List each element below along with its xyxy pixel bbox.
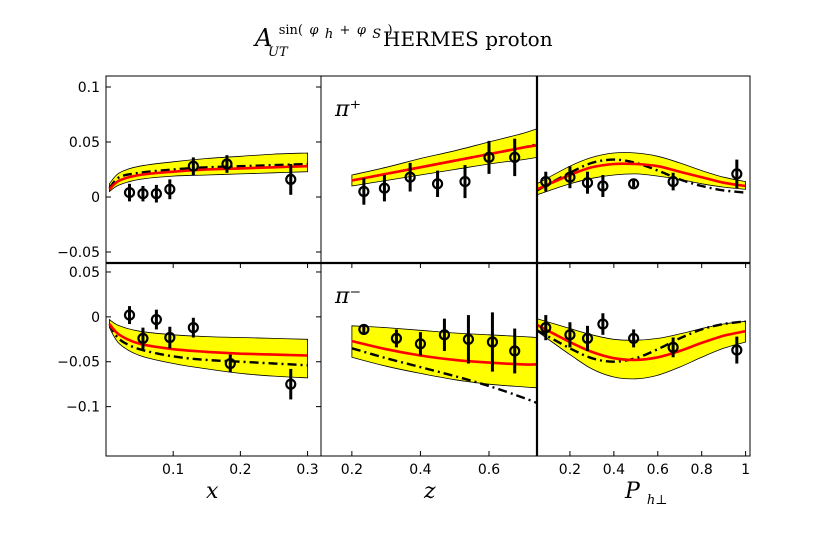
data-point-pi_plus-ph-1 bbox=[564, 171, 576, 183]
central-curve-pi_minus-x bbox=[108, 323, 308, 357]
central-curve-pi_minus-ph bbox=[537, 323, 746, 362]
x-axis-label-ph: P h⊥ bbox=[624, 479, 667, 508]
data-point-pi_plus-z-1 bbox=[378, 182, 391, 194]
x-tick-label-pi_minus-ph-1: 0.4 bbox=[603, 462, 625, 478]
x-axis-label-ph-main: P bbox=[624, 479, 641, 504]
x-tick-label-pi_minus-ph-3: 0.8 bbox=[691, 462, 713, 478]
data-point-pi_minus-x-6 bbox=[285, 378, 297, 390]
data-point-pi_plus-z-4 bbox=[459, 176, 471, 188]
x-tick-label-pi_minus-z-0: 0.2 bbox=[341, 462, 363, 478]
data-point-pi_plus-z-5 bbox=[483, 151, 495, 163]
chart-title: A sin( φ h + φ S ) UT HERMES proton bbox=[253, 15, 553, 61]
x-tick-label-pi_minus-x-0: 0.1 bbox=[162, 462, 184, 478]
title-rest: HERMES proton bbox=[383, 27, 553, 51]
data-point-pi_minus-z-6 bbox=[509, 345, 521, 357]
data-point-pi_plus-z-2 bbox=[404, 171, 416, 183]
y-tick-label-pi_minus-x-1: 0 bbox=[91, 310, 100, 326]
data-point-pi_minus-x-3 bbox=[164, 331, 176, 344]
data-point-pi_minus-ph-3 bbox=[597, 318, 609, 330]
x-tick-label-pi_minus-z-2: 0.6 bbox=[478, 462, 500, 478]
data-point-pi_minus-z-5 bbox=[486, 336, 499, 348]
data-point-pi_plus-ph-3 bbox=[597, 180, 609, 192]
data-point-pi_plus-x-0 bbox=[123, 187, 136, 199]
data-point-pi_plus-x-6 bbox=[285, 173, 297, 185]
data-point-pi_plus-ph-4 bbox=[628, 178, 640, 190]
data-point-pi_minus-x-5 bbox=[224, 357, 236, 370]
band-pi_plus-x bbox=[109, 152, 308, 193]
title-sup-plus: + bbox=[340, 23, 351, 38]
data-point-pi_minus-ph-2 bbox=[581, 332, 594, 345]
central-curve-pi_plus-ph bbox=[537, 162, 746, 191]
y-tick-label-pi_minus-x-3: −0.1 bbox=[66, 400, 100, 416]
dashdot-curve-pi_minus-z bbox=[351, 347, 537, 405]
x-tick-label-pi_minus-ph-4: 1 bbox=[741, 462, 750, 478]
data-point-pi_minus-x-2 bbox=[150, 313, 162, 326]
central-curve-pi_plus-z bbox=[351, 144, 537, 182]
title-sup-phi-s: φ bbox=[357, 23, 367, 38]
y-tick-label-pi_plus-x-1: 0.05 bbox=[69, 135, 100, 151]
data-point-pi_minus-z-0 bbox=[358, 323, 370, 336]
x-tick-label-pi_minus-z-1: 0.4 bbox=[409, 462, 431, 478]
central-curve-pi_minus-z bbox=[351, 339, 537, 366]
panels-group: 0.1 0.05 0 −0.05 π⁺ 0.05 0 −0.05 −0.1 0.1 0.2 0.3 0.… bbox=[57, 75, 751, 478]
data-point-pi_plus-x-4 bbox=[187, 160, 199, 172]
title-sup-phi-h: φ bbox=[309, 23, 319, 38]
data-point-pi_plus-z-0 bbox=[358, 185, 370, 198]
data-point-pi_plus-x-5 bbox=[221, 158, 233, 170]
y-tick-label-pi_plus-x-2: 0 bbox=[91, 190, 100, 206]
panel-label-pi_plus-z: π⁺ bbox=[334, 97, 361, 122]
title-sub: UT bbox=[268, 45, 289, 60]
data-point-pi_minus-z-3 bbox=[438, 329, 451, 341]
title-sup-h: h bbox=[325, 27, 333, 42]
x-tick-label-pi_minus-x-1: 0.2 bbox=[229, 462, 251, 478]
data-point-pi_minus-ph-5 bbox=[667, 341, 679, 353]
data-point-pi_minus-ph-4 bbox=[628, 332, 640, 345]
data-point-pi_minus-x-1 bbox=[137, 332, 149, 345]
data-point-pi_minus-x-0 bbox=[123, 309, 136, 321]
data-point-pi_plus-ph-0 bbox=[540, 176, 552, 188]
dashdot-curve-pi_minus-x bbox=[108, 323, 308, 367]
data-point-pi_plus-z-3 bbox=[431, 178, 444, 190]
data-point-pi_plus-ph-2 bbox=[581, 177, 594, 189]
data-point-pi_minus-z-1 bbox=[390, 332, 403, 345]
title-sup-s: S bbox=[372, 27, 381, 42]
y-tick-label-pi_minus-x-0: 0.05 bbox=[69, 265, 100, 281]
data-point-pi_plus-ph-5 bbox=[667, 176, 679, 188]
data-point-pi_minus-ph-6 bbox=[731, 344, 743, 356]
y-tick-label-pi_plus-x-0: 0.1 bbox=[78, 80, 100, 96]
data-point-pi_plus-x-1 bbox=[137, 188, 149, 200]
x-axis-label-x: x bbox=[206, 479, 219, 504]
data-point-pi_minus-ph-1 bbox=[564, 329, 576, 341]
data-point-pi_minus-x-4 bbox=[187, 322, 199, 334]
x-axis-label-ph-sub: h⊥ bbox=[647, 493, 668, 508]
y-tick-label-pi_minus-x-2: −0.05 bbox=[57, 355, 100, 371]
data-point-pi_minus-z-4 bbox=[462, 333, 475, 345]
title-sup-close: ) bbox=[388, 23, 393, 38]
panel-label-pi_minus-z: π⁻ bbox=[334, 284, 361, 309]
data-point-pi_plus-z-6 bbox=[509, 151, 521, 163]
data-point-pi_plus-x-2 bbox=[150, 188, 162, 200]
data-point-pi_plus-x-3 bbox=[164, 183, 176, 195]
dashdot-curve-pi_minus-ph bbox=[537, 320, 746, 363]
data-point-pi_minus-z-2 bbox=[414, 338, 427, 350]
x-tick-label-pi_minus-x-2: 0.3 bbox=[296, 462, 318, 478]
x-tick-label-pi_minus-ph-2: 0.6 bbox=[647, 462, 669, 478]
title-prefix: A bbox=[253, 24, 272, 52]
x-tick-label-pi_minus-ph-0: 0.2 bbox=[559, 462, 581, 478]
y-tick-label-pi_plus-x-3: −0.05 bbox=[57, 245, 100, 261]
title-sup-sin: sin( bbox=[279, 23, 303, 38]
x-axis-label-z: z bbox=[423, 479, 436, 504]
dashdot-curve-pi_plus-ph bbox=[537, 158, 746, 194]
data-point-pi_minus-ph-0 bbox=[540, 322, 552, 334]
data-point-pi_plus-ph-6 bbox=[731, 168, 743, 180]
band-pi_minus-z bbox=[351, 325, 537, 389]
band-pi_minus-ph bbox=[537, 318, 746, 380]
